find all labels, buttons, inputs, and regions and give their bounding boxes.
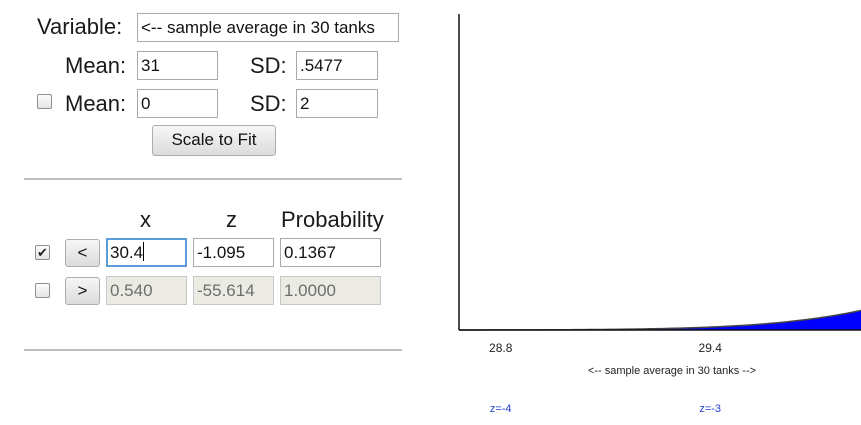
row-1-z-input[interactable]: -1.095 <box>193 238 274 267</box>
probability-column-header: Probability <box>281 207 384 232</box>
curve-area <box>459 310 861 330</box>
row-1-probability-input[interactable]: 0.1367 <box>280 238 381 267</box>
shaded-probability-area <box>459 310 861 330</box>
sd-2-label: SD: <box>250 91 287 116</box>
z-score-label: z=-3 <box>699 403 721 415</box>
z-column-header: z <box>226 207 237 232</box>
mean-2-label: Mean: <box>65 91 127 116</box>
text-caret <box>143 242 145 261</box>
row-2-x-input[interactable]: 0.540 <box>106 276 187 305</box>
mean-label: Mean: <box>65 53 127 78</box>
row-2-checkbox[interactable] <box>35 283 50 298</box>
second-distribution-checkbox[interactable] <box>37 94 52 109</box>
row-1-less-than-button[interactable]: < <box>65 239 100 267</box>
divider-bottom <box>24 349 402 351</box>
sd-label: SD: <box>250 53 287 78</box>
x-tick-label: 28.8 <box>489 341 513 355</box>
mean-input[interactable]: 31 <box>137 51 218 80</box>
sd-input[interactable]: .5477 <box>296 51 378 80</box>
sd-2-input[interactable]: 2 <box>296 89 378 118</box>
row-2-z-input[interactable]: -55.614 <box>193 276 274 305</box>
row-1-checkbox[interactable]: ✔ <box>35 245 50 260</box>
row-2-greater-than-button[interactable]: > <box>65 277 100 305</box>
scale-to-fit-button[interactable]: Scale to Fit <box>152 125 276 156</box>
z-score-label: z=-4 <box>490 403 512 415</box>
x-tick-label: 29.4 <box>699 341 723 355</box>
x-column-header: x <box>140 207 151 232</box>
density-curve <box>459 309 861 331</box>
variable-input[interactable]: <-- sample average in 30 tanks <box>137 13 399 42</box>
row-1-x-input[interactable]: 30.4 <box>106 238 187 267</box>
row-2-probability-input[interactable]: 1.0000 <box>280 276 381 305</box>
mean-2-input[interactable]: 0 <box>137 89 218 118</box>
x-axis-label: <-- sample average in 30 tanks --> <box>588 365 756 377</box>
variable-label: Variable: <box>37 14 123 39</box>
divider-top <box>24 178 402 180</box>
